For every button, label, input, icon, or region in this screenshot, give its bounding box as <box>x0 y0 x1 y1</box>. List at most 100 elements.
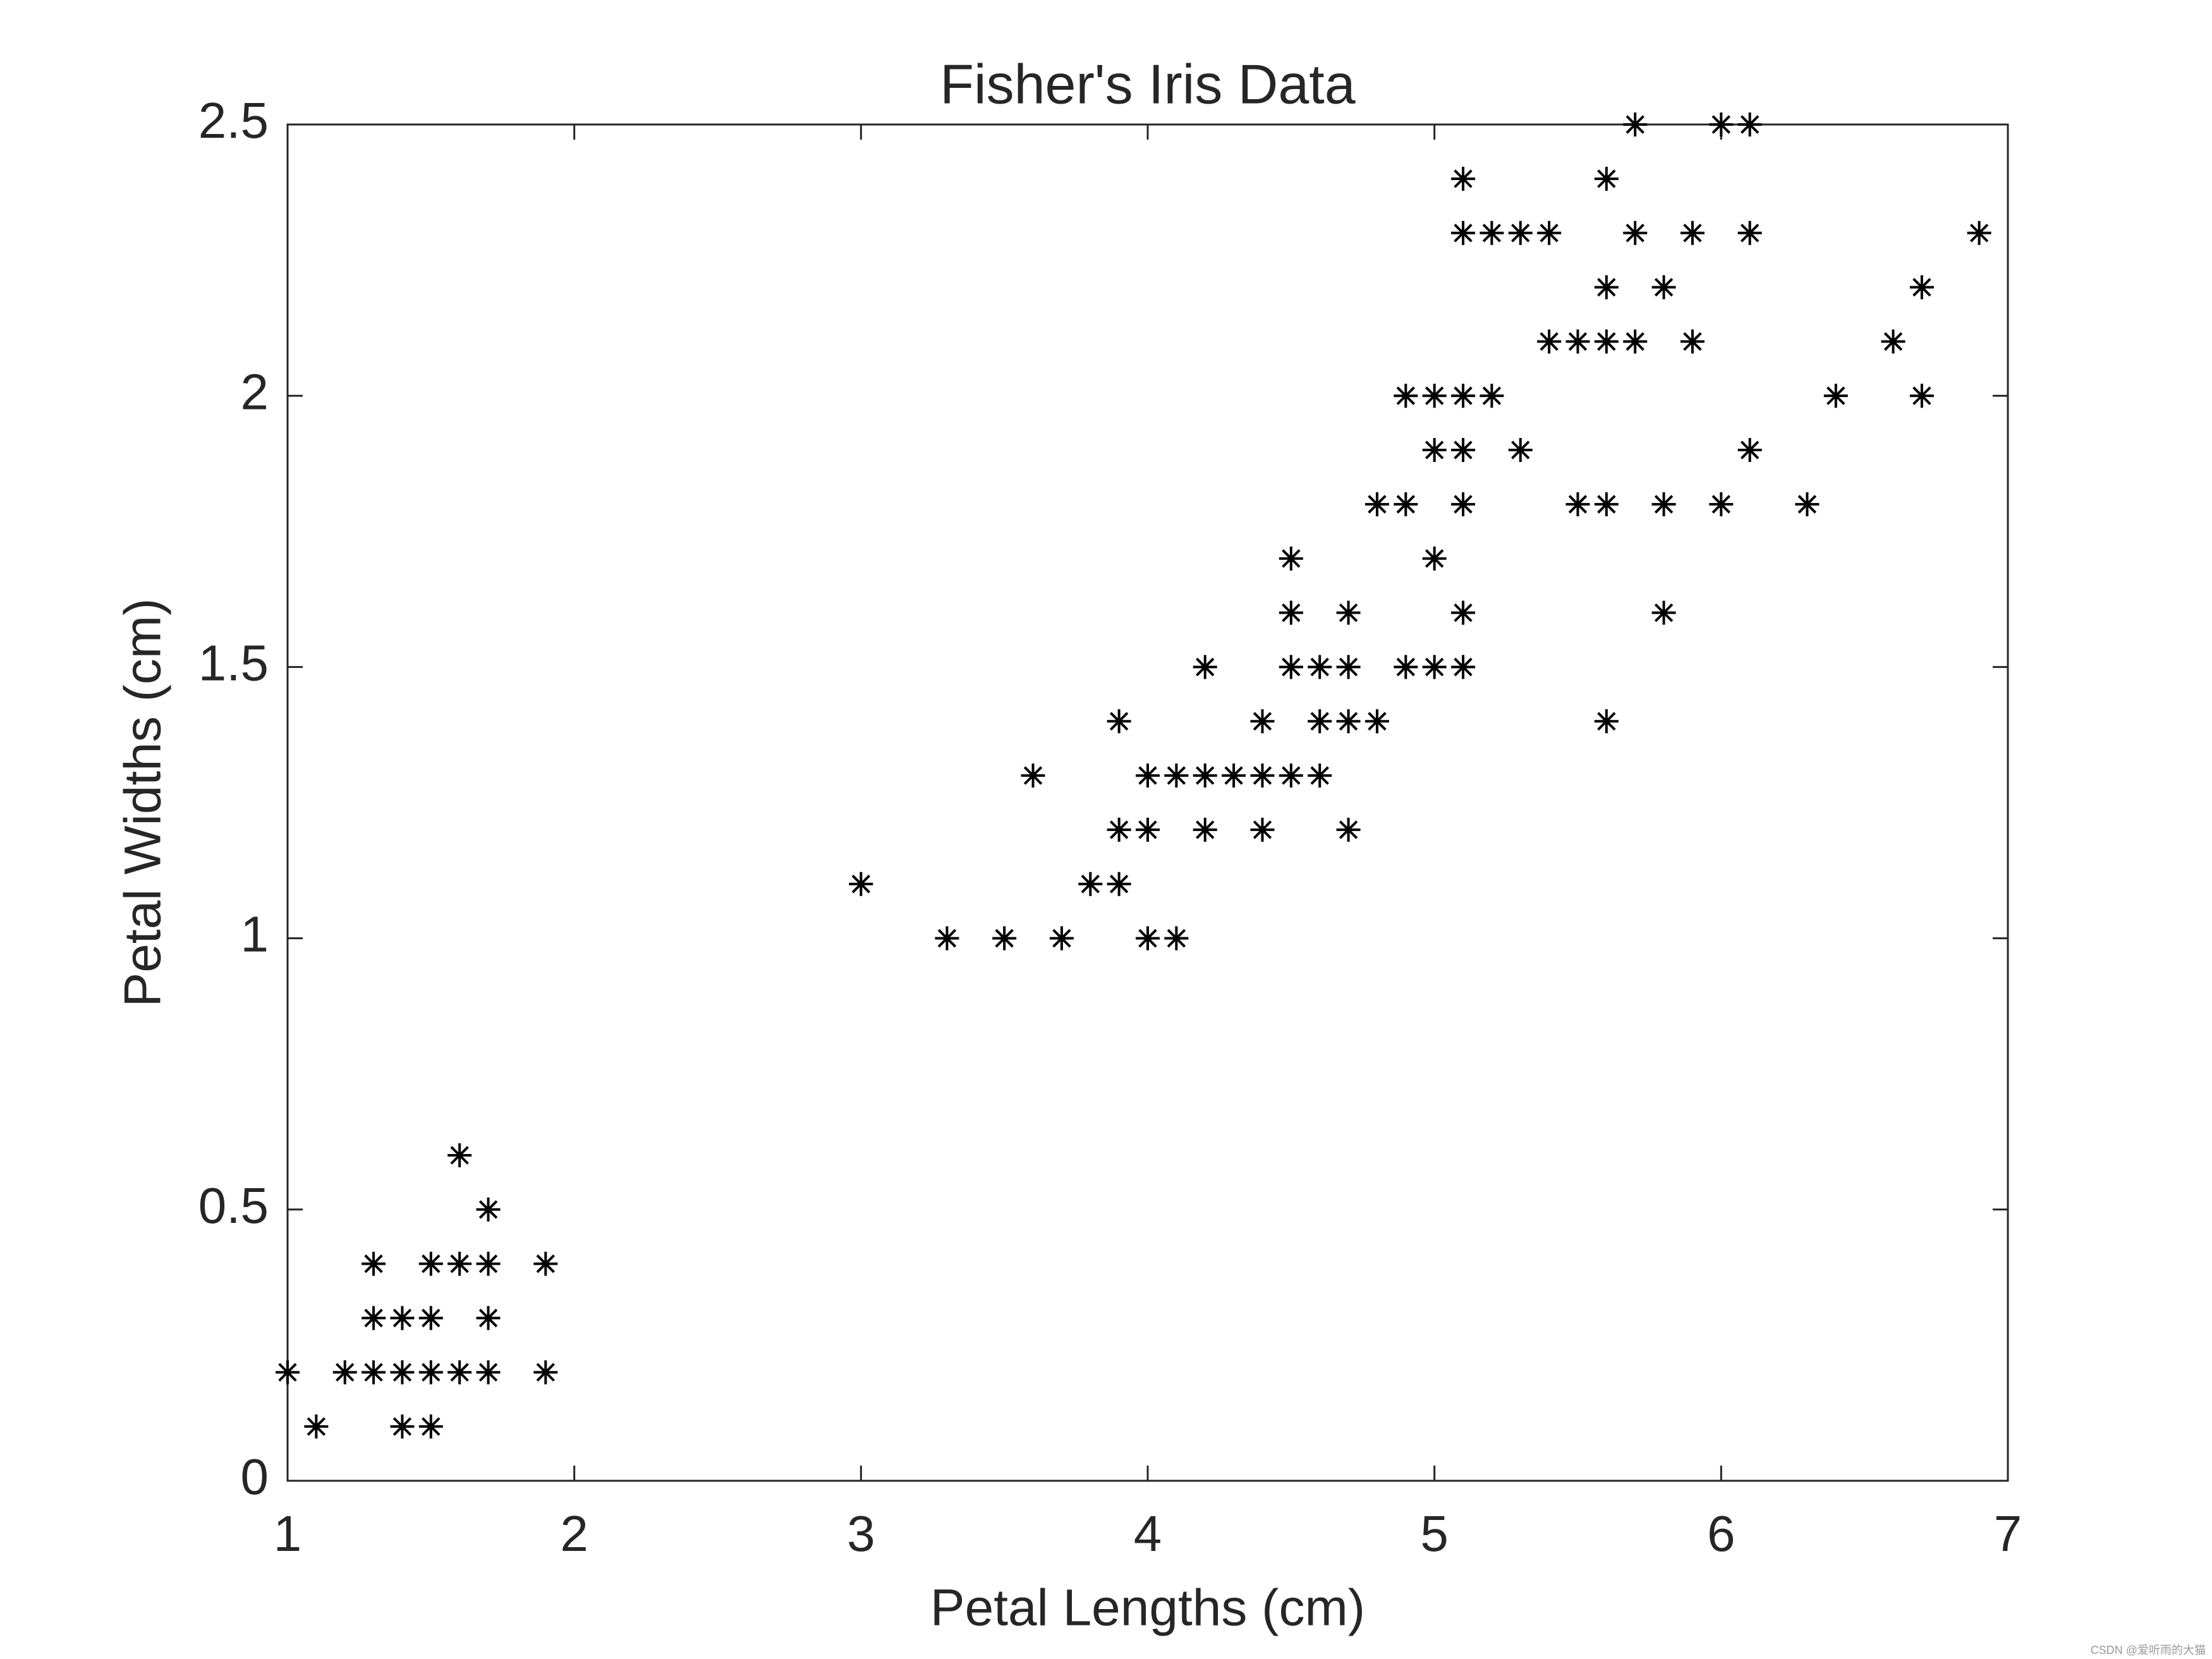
point <box>1480 384 1504 408</box>
point <box>1909 275 1934 300</box>
point <box>362 1251 386 1276</box>
point <box>1422 546 1447 571</box>
point <box>476 1360 501 1385</box>
point <box>1222 763 1246 788</box>
point <box>1107 817 1131 842</box>
point <box>1021 763 1045 788</box>
point <box>935 926 959 951</box>
point <box>533 1251 558 1276</box>
point <box>1451 166 1476 191</box>
point <box>1451 600 1476 625</box>
point <box>1136 763 1160 788</box>
point <box>1394 655 1418 679</box>
point <box>849 872 873 896</box>
point <box>1451 492 1476 516</box>
point <box>418 1306 443 1330</box>
point <box>332 1360 357 1385</box>
x-tick-label: 6 <box>1707 1505 1735 1562</box>
point <box>1308 763 1332 788</box>
x-tick-label: 4 <box>1134 1505 1162 1562</box>
x-tick-label: 3 <box>847 1505 875 1562</box>
point <box>362 1360 386 1385</box>
point <box>1250 763 1275 788</box>
point <box>476 1306 501 1330</box>
point <box>1250 709 1275 734</box>
y-axis-label: Petal Widths (cm) <box>114 599 172 1007</box>
x-tick-label: 5 <box>1420 1505 1449 1562</box>
y-tick-label: 2.5 <box>198 92 269 149</box>
point <box>1336 709 1361 734</box>
point <box>390 1306 415 1330</box>
point <box>1279 546 1303 571</box>
point <box>1651 600 1676 625</box>
point <box>476 1197 501 1222</box>
point <box>1881 329 1905 354</box>
point <box>1279 600 1303 625</box>
point <box>362 1306 386 1330</box>
point <box>1651 275 1676 300</box>
point <box>1422 438 1447 463</box>
point <box>447 1251 472 1276</box>
point <box>1594 709 1619 734</box>
point <box>1680 329 1705 354</box>
y-tick-label: 1.5 <box>198 635 269 691</box>
point <box>1737 112 1762 137</box>
point <box>418 1414 443 1439</box>
y-tick-label: 0.5 <box>198 1177 269 1234</box>
point <box>1795 492 1820 516</box>
point <box>1279 655 1303 679</box>
point <box>1193 655 1217 679</box>
x-tick-label: 2 <box>560 1505 588 1562</box>
point <box>1508 438 1533 463</box>
point <box>1308 709 1332 734</box>
point <box>1623 112 1648 137</box>
point <box>390 1360 415 1385</box>
point <box>1336 655 1361 679</box>
point <box>1336 600 1361 625</box>
point <box>1279 763 1303 788</box>
point <box>1594 275 1619 300</box>
point <box>1680 221 1705 245</box>
point <box>1394 492 1418 516</box>
point <box>1623 221 1648 245</box>
watermark: CSDN @爱听雨的大猫 <box>2091 1644 2206 1656</box>
point <box>1737 438 1762 463</box>
point <box>1164 763 1189 788</box>
point <box>1451 221 1476 245</box>
point <box>1737 221 1762 245</box>
point <box>1078 872 1103 896</box>
point <box>1594 492 1619 516</box>
point <box>1422 655 1447 679</box>
point <box>1107 709 1131 734</box>
point <box>476 1251 501 1276</box>
point <box>1364 709 1389 734</box>
point <box>1537 221 1562 245</box>
point <box>1909 384 1934 408</box>
x-tick-label: 7 <box>1994 1505 2022 1562</box>
point <box>1967 221 1991 245</box>
point <box>1049 926 1074 951</box>
point <box>447 1143 472 1167</box>
point <box>1193 817 1217 842</box>
point <box>1250 817 1275 842</box>
point <box>1709 492 1734 516</box>
point <box>1193 763 1217 788</box>
point <box>1623 329 1648 354</box>
point <box>1364 492 1389 516</box>
point <box>1651 492 1676 516</box>
point <box>1823 384 1848 408</box>
point <box>533 1360 558 1385</box>
point <box>1565 492 1590 516</box>
point <box>304 1414 329 1439</box>
point <box>1136 926 1160 951</box>
chart-title: Fisher's Iris Data <box>940 52 1355 115</box>
point <box>1336 817 1361 842</box>
y-tick-label: 2 <box>241 363 269 420</box>
point <box>1709 112 1734 137</box>
point <box>1537 329 1562 354</box>
point <box>1451 438 1476 463</box>
y-tick-label: 1 <box>241 906 269 963</box>
point <box>1107 872 1131 896</box>
